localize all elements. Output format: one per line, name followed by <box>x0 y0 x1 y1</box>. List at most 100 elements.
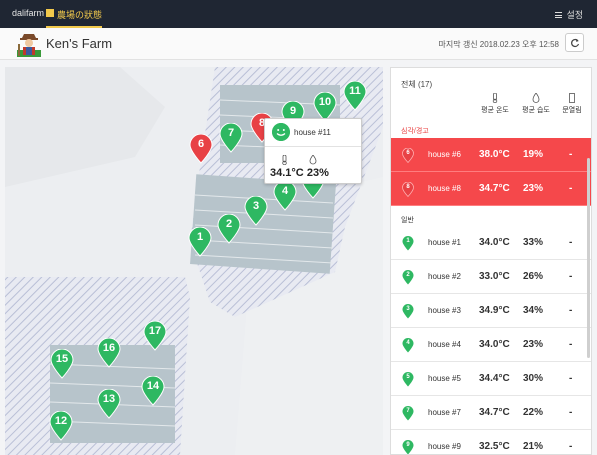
pin-label: 16 <box>102 342 116 354</box>
list-scrollbar[interactable] <box>587 158 590 358</box>
smile-icon <box>272 123 290 141</box>
map-pin[interactable]: 12 <box>49 411 73 441</box>
house-humidity: 34% <box>523 305 544 316</box>
panel-title: 전체 (17) <box>401 80 433 89</box>
map-pin[interactable]: 15 <box>50 349 74 379</box>
tab-farm-status[interactable]: 農場の狀態 <box>46 0 103 28</box>
popup-temp: 34.1°C <box>270 167 304 179</box>
house-name: house #4 <box>428 340 461 349</box>
pin-badge-number: 3 <box>406 306 410 312</box>
house-humidity: 23% <box>523 183 544 194</box>
water-drop-icon <box>532 93 540 103</box>
map-marker-icon <box>219 123 243 153</box>
house-door: - <box>569 183 573 194</box>
map-marker-icon <box>343 81 367 111</box>
pin-badge: 8 <box>402 181 414 198</box>
pin-badge: 1 <box>402 236 414 251</box>
map-marker-icon <box>244 196 268 226</box>
house-name: house #7 <box>428 408 461 417</box>
house-info-popup: house #11 34.1°C 23% <box>264 118 362 184</box>
house-row[interactable]: 1 house #1 34.0°C 33% - <box>391 226 591 260</box>
column-door-open-label: 문열림 <box>562 107 582 114</box>
house-name: house #3 <box>428 306 461 315</box>
house-temp: 33.0°C <box>479 271 510 282</box>
pin-label: 3 <box>252 200 260 212</box>
house-row[interactable]: 7 house #7 34.7°C 22% - <box>391 396 591 430</box>
page-title: Ken's Farm <box>46 36 113 51</box>
pin-label: 1 <box>196 231 204 243</box>
map-pin-alert[interactable]: 6 <box>189 134 213 164</box>
map-pin[interactable]: 17 <box>143 321 167 351</box>
map-pin[interactable]: 13 <box>97 389 121 419</box>
pin-label: 6 <box>197 138 205 150</box>
house-humidity: 33% <box>523 237 544 248</box>
map-marker-icon <box>402 181 414 198</box>
pin-badge: 2 <box>402 270 414 285</box>
pin-label: 8 <box>258 117 266 129</box>
house-row[interactable]: 3 house #3 34.9°C 34% - <box>391 294 591 328</box>
house-humidity: 26% <box>523 271 544 282</box>
pin-badge: 4 <box>402 338 414 353</box>
house-door: - <box>569 305 573 316</box>
house-row[interactable]: 9 house #9 32.5°C 21% - <box>391 430 591 454</box>
farm-map[interactable]: 1 2 3 4 5 6 7 8 9 10 11 12 <box>5 67 383 455</box>
column-door-open: 문열림 <box>552 93 591 115</box>
map-marker-icon <box>402 270 414 285</box>
settings-button[interactable]: 설정 <box>555 8 583 21</box>
house-row[interactable]: 4 house #4 34.0°C 23% - <box>391 328 591 362</box>
map-marker-icon <box>97 389 121 419</box>
column-avg-humidity: 평균 습도 <box>516 93 556 115</box>
pin-badge: 5 <box>402 372 414 387</box>
farmer-avatar-icon <box>17 34 41 57</box>
house-row-alert[interactable]: 6 house #6 38.0°C 19% - <box>391 138 591 172</box>
map-marker-icon <box>402 236 414 251</box>
pin-badge: 3 <box>402 304 414 319</box>
house-row-alert[interactable]: 8 house #8 34.7°C 23% - <box>391 172 591 206</box>
house-door: - <box>569 149 573 160</box>
map-pin[interactable]: 14 <box>141 376 165 406</box>
brand-logo[interactable]: dalifarm <box>12 8 45 18</box>
map-pin[interactable]: 7 <box>219 123 243 153</box>
house-door: - <box>569 271 573 282</box>
alert-section-label: 심각/경고 <box>401 128 429 135</box>
house-temp: 34.7°C <box>479 407 510 418</box>
house-name: house #6 <box>428 150 461 159</box>
pin-badge-number: 7 <box>406 408 410 414</box>
map-pin[interactable]: 3 <box>244 196 268 226</box>
house-door: - <box>569 237 573 248</box>
pin-label: 11 <box>349 85 361 97</box>
map-pin[interactable]: 1 <box>188 227 212 257</box>
house-door: - <box>569 339 573 350</box>
house-name: house #2 <box>428 272 461 281</box>
refresh-button[interactable] <box>565 33 584 52</box>
page-header: Ken's Farm 마지막 갱신 2018.02.23 오후 12:58 <box>0 28 597 60</box>
house-temp: 34.9°C <box>479 305 510 316</box>
pin-badge-number: 8 <box>406 184 410 190</box>
map-pin[interactable]: 16 <box>97 338 121 368</box>
map-marker-icon <box>141 376 165 406</box>
house-name: house #8 <box>428 184 461 193</box>
refresh-icon <box>570 38 579 47</box>
pin-badge-number: 1 <box>406 238 410 244</box>
house-row[interactable]: 5 house #5 34.4°C 30% - <box>391 362 591 396</box>
house-list-panel: 전체 (17) 평균 온도 평균 습도 문열림 심각/경고 6 house #6… <box>390 67 592 455</box>
map-pin[interactable]: 4 <box>273 181 297 211</box>
popup-icons <box>282 155 317 165</box>
house-humidity: 21% <box>523 441 544 452</box>
pin-badge-number: 6 <box>406 150 410 156</box>
pin-label: 14 <box>146 380 160 392</box>
map-pin[interactable]: 10 <box>313 92 337 122</box>
pin-badge-number: 5 <box>406 374 410 380</box>
pin-label: 9 <box>289 105 297 117</box>
menu-icon <box>555 11 563 18</box>
map-marker-icon <box>402 440 414 454</box>
house-row[interactable]: 2 house #2 33.0°C 26% - <box>391 260 591 294</box>
house-humidity: 19% <box>523 149 544 160</box>
map-marker-icon <box>188 227 212 257</box>
map-pin[interactable]: 11 <box>343 81 367 111</box>
house-door: - <box>569 373 573 384</box>
pin-label: 12 <box>54 415 68 427</box>
map-marker-icon <box>49 411 73 441</box>
map-pin[interactable]: 2 <box>217 214 241 244</box>
house-temp: 34.0°C <box>479 237 510 248</box>
